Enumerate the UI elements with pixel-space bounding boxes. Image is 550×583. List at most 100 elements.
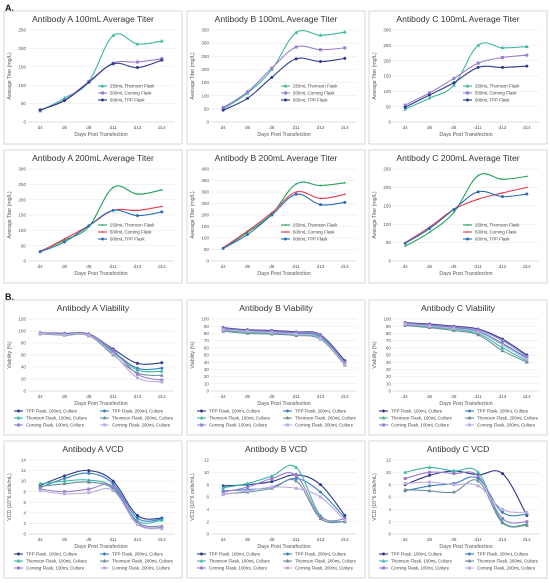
series-line-2 [404,54,527,106]
legend-label: 500mL Corning Flask [475,230,517,235]
data-point-s1-legend [284,224,287,226]
y-tick-label: 8 [388,482,391,487]
chart-title: Antibody C 100mL Average Titer [396,14,519,24]
data-point-s3-0 [38,481,43,486]
series-line-3 [39,209,162,253]
series-line-5 [40,332,162,381]
series-line-1 [404,470,528,516]
legend-label: Thomson Flask, 100mL Culture [209,416,271,421]
data-point-s2-legend [103,409,106,413]
data-point-s3-4 [501,65,504,69]
panel-frame [186,149,366,284]
x-tick-label: d13 [499,125,507,130]
series-line-4 [405,324,528,363]
data-point-s3-3 [294,57,298,61]
data-point-s6-2 [87,333,91,337]
legend-label: 500mL Corning Flask [475,91,517,96]
legend-entry-3: Thomson Flask, 100mL Culture [379,559,453,564]
data-point-s4-5 [524,523,529,527]
data-point-s6-legend [286,566,289,570]
data-point-s2-3 [476,477,480,480]
legend-entry-1: 250mL Thomson Flask [281,223,338,228]
x-tick-label: d11 [475,394,483,399]
x-axis-title: Days Post Transfection [439,271,492,277]
data-point-s2-5 [160,366,164,370]
y-tick-label: 30 [204,367,210,372]
data-point-s1-3 [111,33,116,37]
legend-entry-6: Corning Flask, 200mL Culture [283,423,354,428]
series-line-6 [40,487,162,530]
data-point-s5-legend [382,566,385,570]
y-tick-label: 50 [204,247,210,252]
x-axis-title: Days Post Transfection [74,544,127,550]
legend-entry-4: Thomson Flask, 200mL Culture [283,559,357,564]
y-tick-label: 4 [23,510,26,515]
x-tick-label: d13 [317,264,325,269]
data-point-s5-legend [382,423,385,427]
legend-label: TPP Flask, 200mL Culture [477,552,529,557]
y-tick-label: 200 [18,197,26,202]
y-tick-label: 100 [18,329,26,334]
series-line-3 [404,190,527,244]
legend-label: Corning Flask, 100mL Culture [209,423,268,428]
series-line-1 [222,29,345,110]
legend-label: Thomson Flask, 200mL Culture [295,559,357,564]
data-point-s5-5 [525,520,529,524]
legend-label: 250mL Thomson Flask [293,223,338,228]
data-point-s6-1 [63,333,66,337]
series-line-4 [223,330,346,366]
data-point-s1-2 [87,469,91,473]
x-tick-label: d4 [403,264,409,269]
data-point-s5-4 [136,372,139,376]
data-point-s1-legend [382,552,385,556]
x-tick-label: d13 [317,537,325,542]
y-tick-label: 0 [388,389,391,394]
data-point-s2-5 [525,53,529,57]
y-tick-label: 70 [204,338,210,343]
data-point-s1-4 [318,33,323,37]
x-tick-label: d11 [475,264,483,269]
data-point-s2-3 [294,45,298,49]
legend-entry-3: 600mL TPP Flask [281,98,328,103]
data-point-s3-1 [62,479,67,483]
y-tick-label: 200 [201,67,209,72]
data-point-s4-legend [102,415,107,420]
data-point-s6-5 [525,510,529,514]
series-line-1 [222,181,345,249]
data-point-s3-legend [199,558,204,563]
data-point-s5-legend [17,566,20,570]
data-point-s2-4 [501,56,504,60]
data-point-s2-legend [286,552,289,556]
y-tick-label: 0 [23,389,26,394]
data-point-s2-legend [466,91,469,95]
y-tick-label: 6 [206,495,209,500]
data-point-s1-4 [136,361,139,365]
data-point-s6-legend [468,423,471,427]
x-tick-label: d14 [341,394,349,399]
legend-label: 500mL Corning Flask [110,230,152,235]
data-point-s2-legend [286,409,289,413]
x-tick-label: d6 [245,537,251,542]
y-tick-label: 0 [388,259,391,264]
data-point-s3-1 [246,233,249,237]
data-point-s4-legend [285,558,290,563]
x-tick-label: d13 [134,537,142,542]
data-point-s2-2 [270,66,274,70]
y-tick-label: 250 [18,182,26,187]
x-tick-label: d4 [38,264,44,269]
data-point-s4-legend [467,558,472,563]
chart-title: Antibody A VCD [62,444,123,454]
data-point-s3-1 [63,240,66,244]
legend-label: Corning Flask, 100mL Culture [26,566,85,571]
x-tick-label: d11 [110,125,118,130]
x-axis-title: Days Post Transfection [74,401,127,407]
data-point-s3-2 [451,469,456,473]
y-tick-label: 200 [201,213,209,218]
x-tick-label: d8 [86,537,92,542]
y-tick-label: 4 [206,507,209,512]
data-point-s3-3 [111,208,115,212]
chart-panel-10: Antibody A VCD 0 2 4 6 8 10 12 14 d4 d6 d8 d11 d13 d14… [3,440,183,579]
legend-label: 500mL Corning Flask [293,230,335,235]
data-point-s1-3 [112,186,115,189]
data-point-s1-legend [200,409,203,413]
